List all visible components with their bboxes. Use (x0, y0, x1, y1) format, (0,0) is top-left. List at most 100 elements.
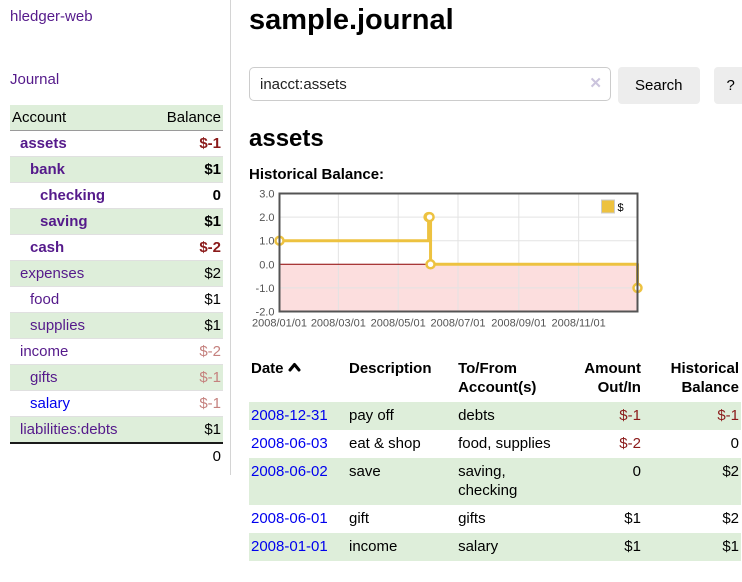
transaction-description: gift (348, 510, 369, 527)
account-balance: $-2 (149, 234, 223, 261)
transaction-accounts: salary (458, 538, 499, 555)
account-balance: 0 (149, 182, 223, 209)
account-balance: $1 (149, 156, 223, 183)
account-row-bank: bank $1 (10, 156, 223, 183)
transaction-amount: $-1 (619, 407, 641, 424)
search-box: ✕ (249, 67, 611, 101)
account-row-supplies: supplies $1 (10, 312, 223, 339)
account-link-assets[interactable]: assets (20, 135, 67, 152)
transaction-amount: $-2 (619, 435, 641, 452)
x-tick-label: 2008/01/01 (252, 318, 307, 330)
accounts-total-value: 0 (149, 442, 223, 469)
transaction-amount: $1 (624, 538, 641, 555)
main-content: sample.journal ✕ Search ? assets Histori… (231, 0, 742, 561)
y-tick-label: 0.0 (259, 259, 274, 271)
page-title: sample.journal (249, 4, 454, 36)
search-input[interactable] (249, 67, 611, 101)
account-link-liabilities-debts[interactable]: liabilities:debts (20, 421, 118, 438)
sidebar-item-journal[interactable]: Journal (10, 71, 60, 88)
transaction-date-link[interactable]: 2008-01-01 (251, 538, 328, 555)
register-header-amount: Amount Out/In (584, 360, 641, 396)
account-row-saving: saving $1 (10, 208, 223, 235)
account-link-gifts[interactable]: gifts (30, 369, 58, 386)
transaction-amount: $1 (624, 510, 641, 527)
legend-label: $ (618, 202, 624, 214)
transaction-accounts: gifts (458, 510, 486, 527)
account-link-bank[interactable]: bank (30, 161, 66, 178)
account-row-salary: salary $-1 (10, 390, 223, 417)
account-row-gifts: gifts $-1 (10, 364, 223, 391)
account-link-supplies[interactable]: supplies (30, 317, 86, 334)
account-balance: $1 (149, 312, 223, 339)
transaction-description: income (348, 538, 398, 555)
account-row-assets: assets $-1 (10, 130, 223, 157)
table-row: 2008-06-01 gift gifts $1 $2 (249, 505, 741, 533)
y-tick-label: 1.0 (259, 236, 274, 248)
accounts-total-row: 0 (10, 442, 223, 469)
sidebar: hledger-web Journal Account Balance asse… (0, 0, 231, 475)
account-link-checking[interactable]: checking (40, 187, 106, 204)
register-header-row: Date Description To/From Account(s) Amou… (249, 355, 741, 402)
account-balance: $1 (204, 421, 221, 438)
y-tick-label: -2.0 (256, 307, 275, 319)
x-tick-label: 2008/03/01 (311, 318, 366, 330)
account-link-cash[interactable]: cash (30, 239, 65, 256)
transaction-balance: $2 (722, 463, 739, 480)
y-tick-label: -1.0 (256, 283, 275, 295)
x-tick-label: 2008/11/01 (552, 318, 606, 330)
register-header-date[interactable]: Date (249, 355, 347, 402)
accounts-table: Account Balance assets $-1 bank $1 check… (10, 105, 223, 469)
transaction-accounts: debts (458, 407, 495, 424)
table-row: 2008-06-03 eat & shop food, supplies $-2… (249, 430, 741, 458)
plot-border (278, 192, 639, 313)
account-row-cash: cash $-2 (10, 234, 223, 261)
account-balance: $2 (149, 260, 223, 287)
transaction-accounts: food, supplies (458, 435, 551, 452)
account-link-saving[interactable]: saving (40, 213, 88, 230)
transaction-balance: $1 (722, 538, 739, 555)
register-header-description: Description (348, 360, 432, 377)
account-row-expenses: expenses $2 (10, 260, 223, 287)
chart-title: Historical Balance: (249, 166, 385, 183)
legend-swatch (601, 199, 615, 214)
accounts-header-balance: Balance (149, 105, 223, 131)
search-button[interactable]: Search (618, 67, 700, 104)
account-balance: $-1 (149, 390, 223, 417)
transaction-date-link[interactable]: 2008-06-03 (251, 435, 328, 452)
clear-search-icon[interactable]: ✕ (589, 75, 602, 92)
account-balance: $1 (149, 286, 223, 313)
accounts-table-header: Account Balance (10, 105, 223, 131)
table-row: 2008-12-31 pay off debts $-1 $-1 (249, 402, 741, 430)
app-title-link[interactable]: hledger-web (10, 8, 93, 25)
y-tick-label: 2.0 (259, 212, 274, 224)
account-balance: $-1 (149, 130, 223, 157)
x-tick-label: 2008/09/01 (491, 318, 546, 330)
transaction-description: pay off (348, 407, 394, 424)
transaction-date-link[interactable]: 2008-06-01 (251, 510, 328, 527)
account-link-food[interactable]: food (30, 291, 60, 308)
transaction-date-link[interactable]: 2008-06-02 (251, 463, 328, 480)
account-balance: $1 (149, 208, 223, 235)
account-link-income[interactable]: income (20, 343, 69, 360)
account-row-food: food $1 (10, 286, 223, 313)
transaction-accounts: saving, checking (458, 463, 518, 499)
register-header-accounts: To/From Account(s) (458, 360, 537, 396)
accounts-header-account: Account (10, 105, 150, 131)
account-link-expenses[interactable]: expenses (20, 265, 85, 282)
table-row: 2008-06-02 save saving, checking 0 $2 (249, 458, 741, 505)
help-button[interactable]: ? (713, 67, 742, 104)
sort-ascending-icon (288, 363, 301, 372)
transaction-balance: $2 (722, 510, 739, 527)
data-point (424, 211, 435, 223)
y-tick-label: 3.0 (259, 189, 274, 201)
account-link-salary[interactable]: salary (30, 395, 71, 412)
data-point (425, 259, 436, 270)
transaction-balance: $-1 (717, 407, 739, 424)
transaction-date-link[interactable]: 2008-12-31 (251, 407, 328, 424)
table-row: 2008-01-01 income salary $1 $1 (249, 533, 741, 561)
account-heading: assets (249, 125, 324, 152)
transaction-balance: 0 (730, 435, 739, 452)
account-balance: $-1 (149, 364, 223, 391)
account-row-liabilities-debts: liabilities:debts $1 (10, 416, 223, 443)
